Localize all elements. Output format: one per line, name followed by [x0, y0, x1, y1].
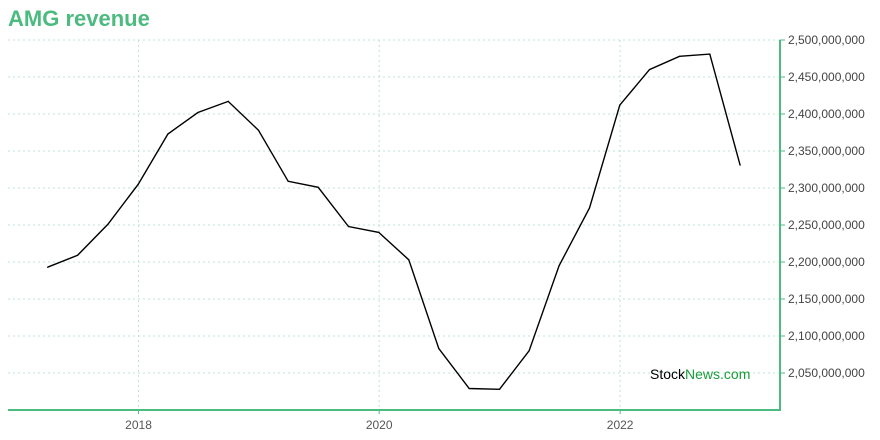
x-tick-label: 2022: [607, 418, 634, 432]
y-tick-label: 2,300,000,000: [788, 181, 865, 195]
data-point: [227, 100, 229, 102]
data-point: [588, 207, 591, 209]
y-tick-label: 2,350,000,000: [788, 144, 865, 158]
data-point: [438, 348, 440, 350]
series-line-revenue: [47, 53, 741, 391]
data-point: [287, 180, 289, 182]
data-point: [498, 388, 501, 390]
watermark-stock: Stock: [650, 366, 686, 382]
watermark-news: News.com: [685, 366, 750, 382]
y-tick-label: 2,500,000,000: [788, 33, 865, 47]
grid-layer: [8, 39, 780, 410]
y-tick-label: 2,400,000,000: [788, 107, 865, 121]
watermark: StockNews.com: [650, 366, 750, 382]
y-tick-label: 2,450,000,000: [788, 70, 865, 84]
data-point: [619, 104, 621, 106]
data-point: [739, 164, 741, 166]
axis-layer: 2,050,000,000 2,100,000,000 2,150,000,000 2…: [8, 33, 865, 432]
data-point: [528, 350, 530, 352]
y-tick-label: 2,150,000,000: [788, 292, 865, 306]
data-point: [77, 254, 79, 256]
data-point: [317, 186, 319, 188]
data-point: [257, 129, 260, 131]
x-tick-label: 2018: [125, 418, 152, 432]
y-tick-label: 2,050,000,000: [788, 366, 865, 380]
data-point: [648, 69, 651, 71]
series-layer: [47, 53, 741, 391]
data-point: [107, 223, 109, 225]
data-point: [678, 55, 681, 57]
y-tick-label: 2,100,000,000: [788, 329, 865, 343]
x-tick-label: 2020: [366, 418, 393, 432]
data-point: [197, 111, 199, 114]
data-point: [167, 133, 169, 135]
data-point: [137, 183, 139, 185]
data-point: [709, 53, 711, 55]
y-tick-label: 2,250,000,000: [788, 218, 865, 232]
data-point: [408, 259, 410, 261]
data-point: [378, 231, 380, 233]
data-point: [47, 266, 49, 268]
chart-title: AMG revenue: [8, 6, 150, 31]
y-tick-label: 2,200,000,000: [788, 255, 865, 269]
data-point: [468, 387, 470, 390]
data-point: [347, 225, 350, 228]
data-point: [558, 265, 560, 267]
